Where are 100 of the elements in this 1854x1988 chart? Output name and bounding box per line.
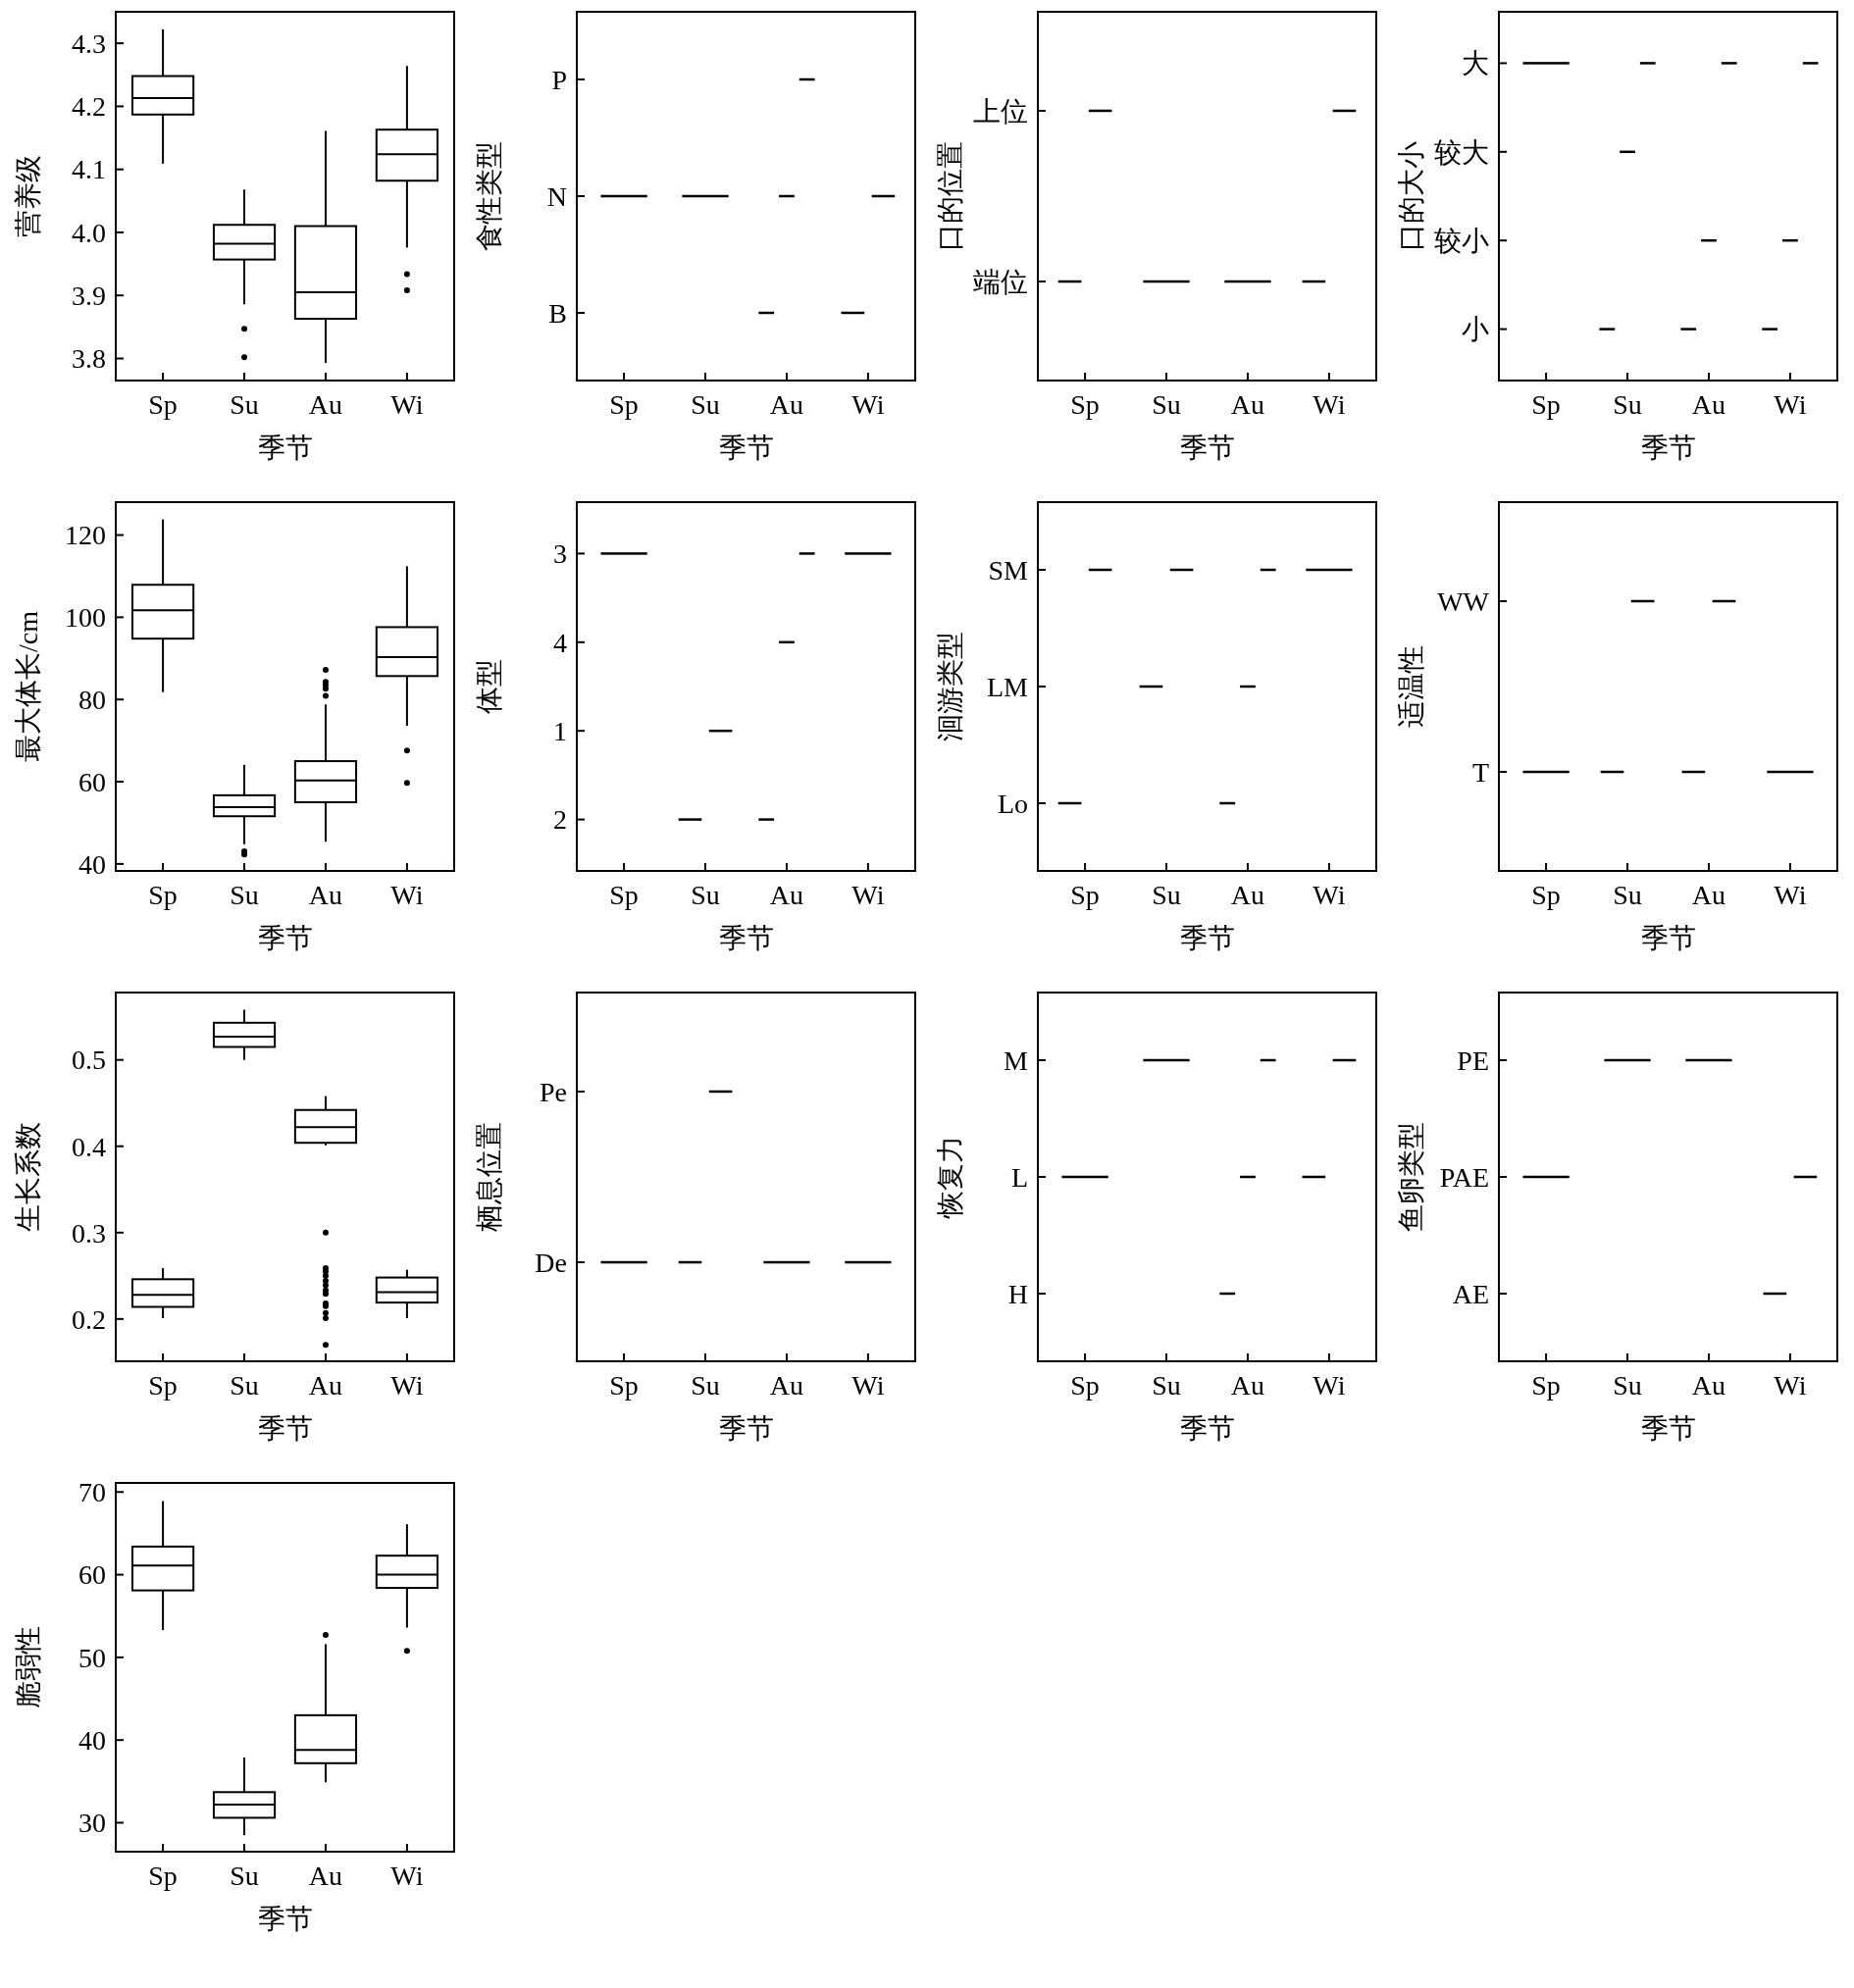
- y-tick-label: 4.2: [72, 91, 106, 123]
- y-tick-label: B: [548, 297, 567, 329]
- y-tick-label: 2: [553, 804, 567, 836]
- x-axis-title: 季节: [257, 1413, 313, 1444]
- x-axis-title: 季节: [1640, 923, 1696, 953]
- y-tick-label: 30: [78, 1808, 106, 1839]
- x-tick-label: Sp: [148, 389, 178, 420]
- y-tick-label: 60: [78, 1559, 106, 1591]
- y-tick-label: 1: [553, 715, 567, 746]
- y-axis-title: 脆弱性: [13, 1626, 43, 1708]
- x-tick-label: Wi: [390, 1861, 424, 1891]
- y-tick-label: 40: [78, 848, 106, 880]
- x-tick-label: Wi: [1774, 389, 1807, 420]
- x-tick-label: Sp: [1070, 389, 1100, 420]
- x-tick-label: Wi: [1774, 1370, 1807, 1401]
- y-tick-label: LM: [987, 671, 1029, 702]
- x-tick-label: Su: [1613, 389, 1642, 420]
- x-tick-label: Sp: [1531, 880, 1561, 910]
- y-axis-title: 栖息位置: [474, 1122, 504, 1233]
- x-tick-label: Wi: [1774, 880, 1807, 910]
- y-tick-label: 40: [78, 1724, 106, 1756]
- y-tick-label: PAE: [1439, 1161, 1489, 1193]
- y-tick-label: 大: [1462, 48, 1489, 79]
- x-tick-label: Au: [308, 1370, 343, 1401]
- x-tick-label: Wi: [1313, 880, 1346, 910]
- y-tick-label: 100: [65, 602, 106, 634]
- y-tick-label: 50: [78, 1642, 106, 1673]
- y-tick-label: PE: [1457, 1045, 1489, 1076]
- y-tick-label: Lo: [997, 788, 1028, 819]
- x-tick-label: Sp: [1070, 880, 1100, 910]
- x-axis-title: 季节: [257, 1904, 313, 1934]
- x-tick-label: Su: [230, 1370, 259, 1401]
- x-tick-label: Sp: [1531, 389, 1561, 420]
- x-tick-label: Wi: [851, 880, 885, 910]
- x-tick-label: Sp: [148, 1861, 178, 1891]
- y-axis-title: 体型: [474, 659, 504, 714]
- x-axis-title: 季节: [1179, 433, 1235, 463]
- x-tick-label: Sp: [609, 1370, 639, 1401]
- y-tick-label: H: [1007, 1278, 1028, 1309]
- y-axis-title: 适温性: [1396, 645, 1426, 728]
- y-tick-label: 3: [553, 538, 567, 570]
- y-tick-label: T: [1471, 756, 1489, 788]
- y-tick-label: 4: [553, 627, 567, 658]
- x-tick-label: Au: [1691, 880, 1726, 910]
- y-tick-label: 较小: [1434, 225, 1489, 256]
- x-axis-title: 季节: [1179, 1413, 1235, 1444]
- x-tick-label: Sp: [609, 880, 639, 910]
- y-axis-title: 营养级: [13, 155, 43, 237]
- x-tick-label: Su: [691, 389, 720, 420]
- x-tick-label: Su: [691, 1370, 720, 1401]
- x-tick-label: Au: [1691, 389, 1726, 420]
- y-tick-label: De: [535, 1247, 567, 1278]
- x-tick-label: Wi: [390, 389, 424, 420]
- x-tick-label: Su: [230, 880, 259, 910]
- y-tick-label: 70: [78, 1477, 106, 1508]
- y-tick-label: 小: [1462, 314, 1489, 345]
- y-tick-label: 120: [65, 520, 106, 551]
- y-tick-label: 0.2: [72, 1303, 106, 1335]
- x-tick-label: Au: [769, 880, 804, 910]
- x-tick-label: Au: [769, 1370, 804, 1401]
- y-tick-label: L: [1010, 1161, 1028, 1193]
- y-tick-label: SM: [988, 554, 1029, 586]
- y-axis-title: 口的大小: [1396, 141, 1426, 251]
- x-tick-label: Au: [308, 880, 343, 910]
- y-tick-label: 3.8: [72, 343, 106, 375]
- y-tick-label: AE: [1452, 1278, 1489, 1309]
- y-tick-label: 端位: [973, 266, 1028, 297]
- x-axis-title: 季节: [1179, 923, 1235, 953]
- y-axis-title: 生长系数: [13, 1122, 43, 1232]
- x-tick-label: Su: [1152, 880, 1181, 910]
- y-tick-label: N: [546, 180, 567, 212]
- x-tick-label: Au: [769, 389, 804, 420]
- x-tick-label: Au: [1230, 389, 1265, 420]
- x-tick-label: Au: [1230, 1370, 1265, 1401]
- y-tick-label: 较大: [1434, 136, 1489, 168]
- x-tick-label: Au: [308, 389, 343, 420]
- y-tick-label: 0.3: [72, 1217, 106, 1249]
- x-tick-label: Wi: [851, 389, 885, 420]
- x-tick-label: Sp: [148, 1370, 178, 1401]
- x-tick-label: Su: [1613, 1370, 1642, 1401]
- x-tick-label: Su: [691, 880, 720, 910]
- x-tick-label: Au: [1691, 1370, 1726, 1401]
- x-tick-label: Su: [1613, 880, 1642, 910]
- x-axis-title: 季节: [718, 1413, 774, 1444]
- x-tick-label: Sp: [1531, 1370, 1561, 1401]
- y-tick-label: Pe: [540, 1076, 567, 1107]
- x-tick-label: Wi: [390, 1370, 424, 1401]
- y-axis-title: 鱼卵类型: [1396, 1122, 1426, 1232]
- x-axis-title: 季节: [1640, 433, 1696, 463]
- x-tick-label: Wi: [851, 1370, 885, 1401]
- x-axis-title: 季节: [257, 923, 313, 953]
- x-tick-label: Wi: [1313, 389, 1346, 420]
- y-axis-title: 食性类型: [474, 141, 504, 251]
- y-axis-title: 洄游类型: [935, 632, 965, 741]
- y-tick-label: WW: [1437, 586, 1490, 617]
- y-tick-label: 4.0: [72, 217, 106, 248]
- y-axis-title: 最大体长/cm: [13, 610, 43, 762]
- x-axis-title: 季节: [718, 433, 774, 463]
- x-tick-label: Sp: [148, 880, 178, 910]
- y-tick-label: 60: [78, 766, 106, 797]
